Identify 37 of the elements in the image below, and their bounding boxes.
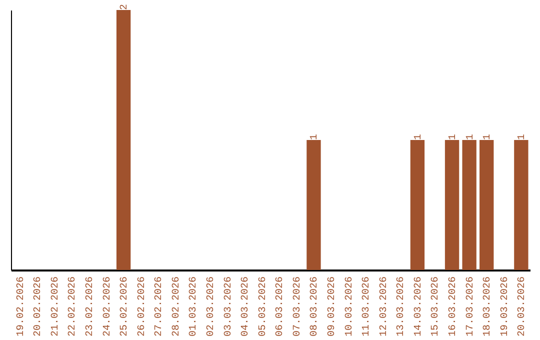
x-tick-label: 11.03.2026 — [362, 276, 373, 337]
x-tick-label: 14.03.2026 — [413, 276, 424, 337]
x-tick-label: 27.02.2026 — [154, 276, 166, 337]
x-tick-label: 13.03.2026 — [396, 276, 408, 337]
x-tick-label: 19.02.2026 — [16, 276, 27, 337]
x-tick-label: 16.03.2026 — [448, 276, 460, 337]
data-label: 1 — [465, 134, 476, 140]
x-tick-label: 19.03.2026 — [500, 276, 511, 337]
x-tick-label: 20.02.2026 — [33, 276, 44, 337]
x-tick-label: 28.02.2026 — [171, 276, 182, 337]
data-label: 1 — [517, 134, 528, 140]
x-tick-label: 25.02.2026 — [120, 276, 131, 337]
x-tick-label: 08.03.2026 — [310, 276, 321, 337]
x-tick-label: 01.03.2026 — [188, 276, 200, 337]
data-label: 1 — [413, 134, 424, 140]
x-tick-label: 18.03.2026 — [482, 276, 494, 337]
x-tick-label: 03.03.2026 — [223, 276, 234, 337]
x-tick-label: 10.03.2026 — [344, 276, 356, 337]
x-tick-label: 21.02.2026 — [50, 276, 62, 337]
x-tick-label: 05.03.2026 — [258, 276, 269, 337]
x-tick-label: 09.03.2026 — [327, 276, 338, 337]
x-tick-label: 22.02.2026 — [68, 276, 79, 337]
x-tick-label: 12.03.2026 — [378, 276, 390, 337]
x-tick-label: 17.03.2026 — [465, 276, 476, 337]
x-tick-label: 26.02.2026 — [136, 276, 148, 337]
data-label: 1 — [310, 134, 321, 140]
data-label: 1 — [448, 134, 460, 140]
data-label: 1 — [482, 134, 494, 140]
x-tick-label: 04.03.2026 — [240, 276, 252, 337]
x-tick-label: 06.03.2026 — [275, 276, 286, 337]
data-label: 2 — [120, 4, 131, 10]
x-tick-label: 23.02.2026 — [84, 276, 96, 337]
x-tick-label: 20.03.2026 — [517, 276, 528, 337]
x-tick-label: 07.03.2026 — [292, 276, 304, 337]
x-tick-label: 24.02.2026 — [102, 276, 114, 337]
x-tick-label: 15.03.2026 — [430, 276, 442, 337]
x-tick-label: 02.03.2026 — [206, 276, 217, 337]
